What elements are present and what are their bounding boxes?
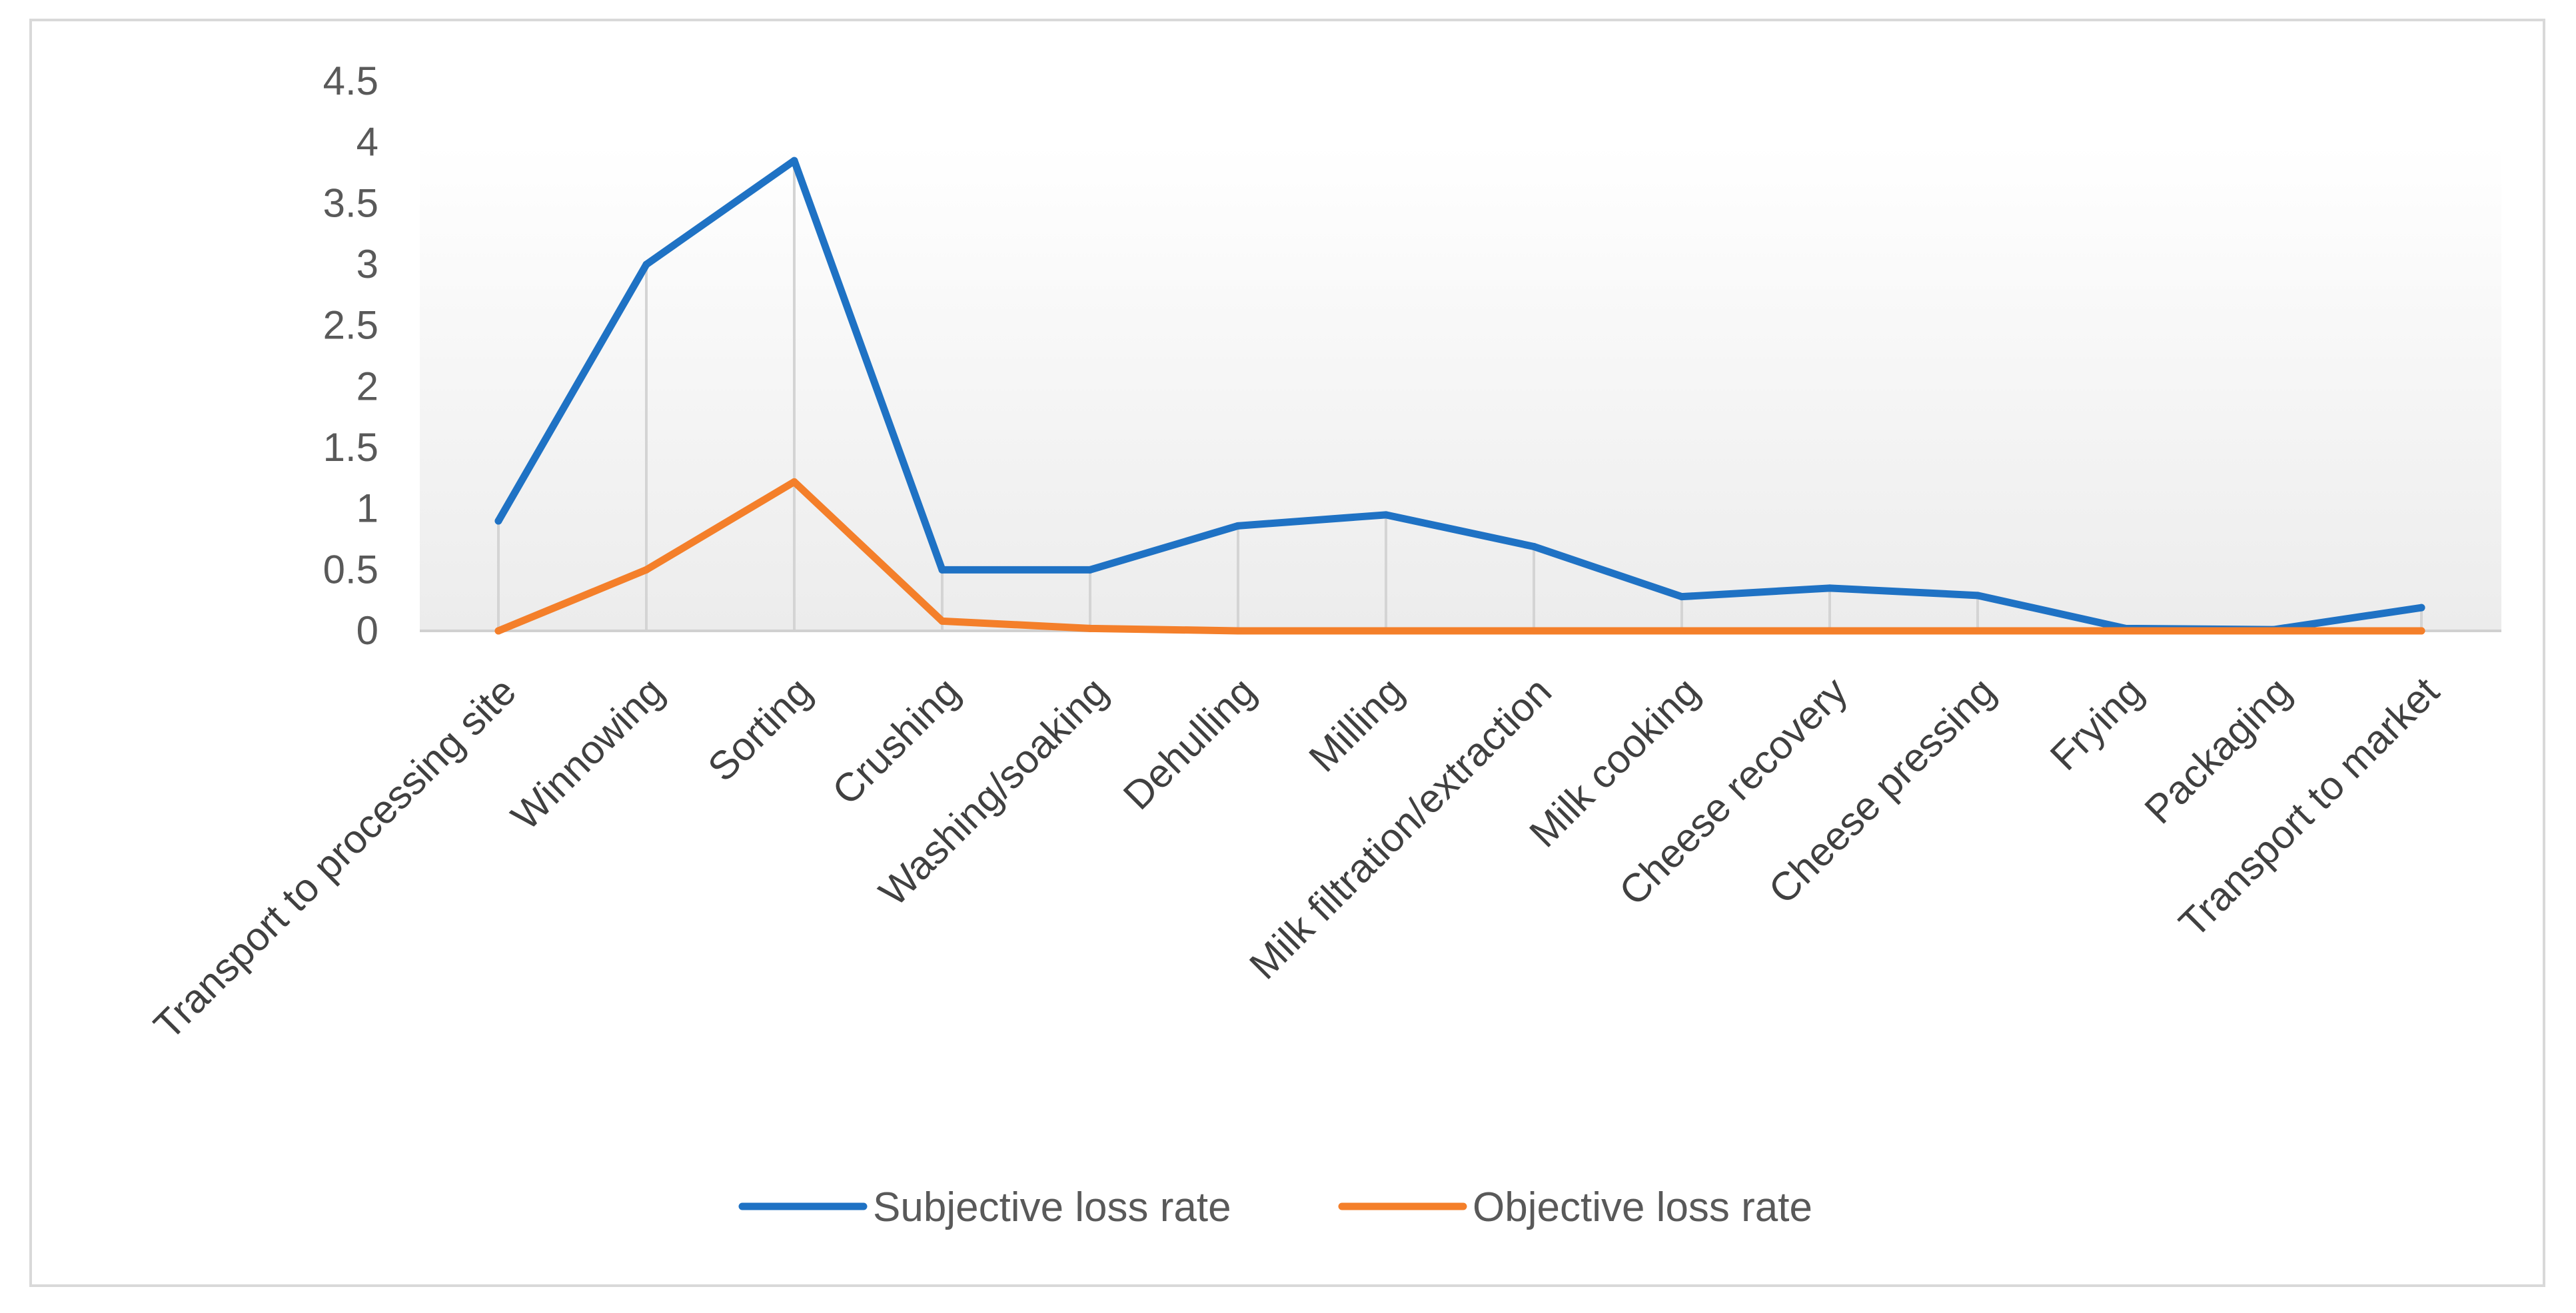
data-point-objective-loss-rate	[1086, 624, 1094, 632]
y-tick-label: 1.5	[323, 425, 378, 470]
data-point-subjective-loss-rate	[938, 566, 946, 574]
x-tick-label: Transport to market	[2170, 669, 2447, 946]
x-tick-label: Milk filtration/extraction	[1241, 669, 1560, 988]
x-tick-label: Packaging	[2136, 669, 2300, 833]
y-tick-label: 4.5	[323, 59, 378, 103]
legend-label-subjective: Subjective loss rate	[873, 1184, 1231, 1230]
data-point-subjective-loss-rate	[790, 157, 798, 165]
data-point-objective-loss-rate	[1234, 627, 1242, 635]
data-point-subjective-loss-rate	[1678, 593, 1686, 601]
legend-label-objective: Objective loss rate	[1473, 1184, 1812, 1230]
data-point-objective-loss-rate	[1530, 627, 1538, 635]
y-tick-label: 3	[356, 242, 378, 286]
data-point-objective-loss-rate	[1826, 627, 1834, 635]
data-point-subjective-loss-rate	[1826, 584, 1834, 592]
x-tick-label: Milling	[1301, 669, 1413, 781]
series-line-subjective-loss-rate	[494, 157, 2425, 634]
data-point-subjective-loss-rate	[1234, 522, 1242, 530]
data-point-objective-loss-rate	[938, 617, 946, 625]
data-point-subjective-loss-rate	[1086, 566, 1094, 574]
data-point-subjective-loss-rate	[1382, 511, 1390, 519]
y-tick-label: 0.5	[323, 547, 378, 592]
data-point-objective-loss-rate	[1678, 627, 1686, 635]
data-point-objective-loss-rate	[2122, 627, 2130, 635]
legend: Subjective loss rate Objective loss rate	[738, 1184, 1812, 1230]
data-point-subjective-loss-rate	[1974, 592, 1982, 600]
data-point-objective-loss-rate	[1974, 627, 1982, 635]
x-tick-label: Crushing	[824, 669, 968, 813]
chart-frame: 0 0.5 1 1.5 2 2.5 3 3.5 4 4.5 Transport to proces…	[29, 19, 2545, 1287]
data-point-objective-loss-rate	[2417, 627, 2425, 635]
data-point-objective-loss-rate	[494, 627, 502, 635]
x-tick-label: Winnowing	[502, 669, 672, 839]
y-tick-label: 2	[356, 364, 378, 408]
x-tick-label: Dehulling	[1115, 669, 1264, 818]
x-tick-label: Sorting	[699, 669, 820, 790]
data-point-subjective-loss-rate	[642, 260, 650, 268]
data-point-subjective-loss-rate	[2417, 604, 2425, 612]
x-tick-label: Transport to processing site	[145, 669, 524, 1048]
y-tick-label: 3.5	[323, 181, 378, 225]
data-point-objective-loss-rate	[790, 478, 798, 486]
y-tick-label: 0	[356, 608, 378, 653]
y-tick-label: 2.5	[323, 303, 378, 348]
data-point-subjective-loss-rate	[1530, 543, 1538, 550]
data-point-objective-loss-rate	[2269, 627, 2277, 635]
data-point-subjective-loss-rate	[494, 517, 502, 525]
line-chart: 0 0.5 1 1.5 2 2.5 3 3.5 4 4.5 Transport to proces…	[145, 59, 2501, 1230]
series-line-objective-loss-rate	[494, 478, 2425, 635]
y-tick-label: 4	[356, 120, 378, 165]
y-tick-label: 1	[356, 486, 378, 531]
plot-area-background	[420, 144, 2501, 630]
x-tick-label: Frying	[2042, 669, 2152, 779]
data-point-objective-loss-rate	[1382, 627, 1390, 635]
data-point-objective-loss-rate	[642, 566, 650, 574]
